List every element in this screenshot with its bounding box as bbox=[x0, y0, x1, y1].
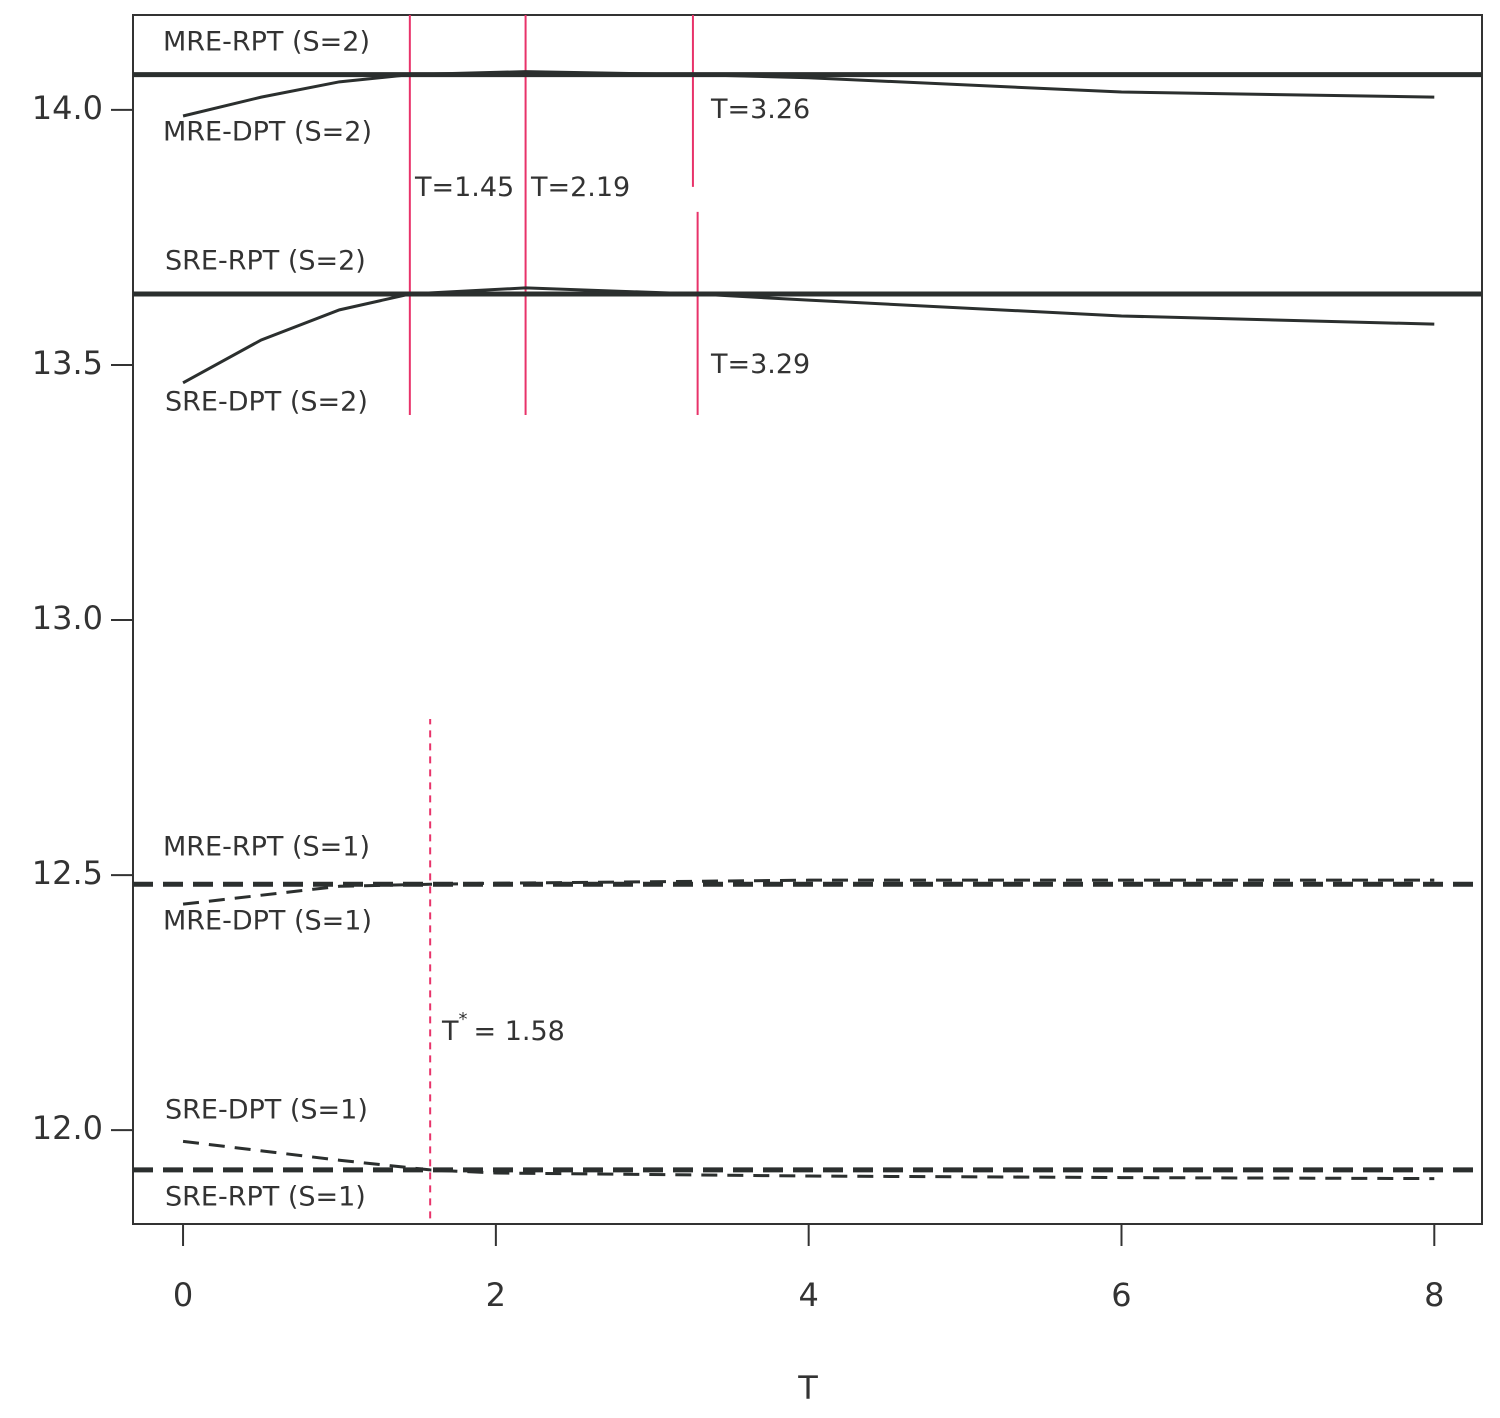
line-label: SRE-RPT (S=2) bbox=[165, 246, 366, 277]
reference-label: T=3.29 bbox=[710, 349, 810, 380]
label-text: T bbox=[441, 1016, 459, 1047]
line-label: MRE-RPT (S=2) bbox=[163, 27, 370, 58]
line-label: SRE-RPT (S=1) bbox=[165, 1182, 366, 1213]
y-tick-label: 14.0 bbox=[32, 89, 103, 127]
y-tick-label: 13.5 bbox=[32, 344, 103, 382]
x-axis-label: T bbox=[797, 1369, 818, 1407]
y-tick-label: 13.0 bbox=[32, 599, 103, 637]
line-label: MRE-DPT (S=2) bbox=[163, 117, 372, 148]
reference-label: T* = 1.58 bbox=[441, 1009, 565, 1047]
dpt-curve bbox=[182, 878, 1435, 906]
x-tick-label: 0 bbox=[173, 1276, 193, 1314]
label-text: T=3.29 bbox=[710, 349, 810, 380]
dpt-curve bbox=[182, 286, 1435, 385]
line-label: MRE-DPT (S=1) bbox=[163, 906, 372, 937]
x-tick-label: 6 bbox=[1111, 1276, 1131, 1314]
label-text: = 1.58 bbox=[474, 1016, 565, 1047]
label-text: T=1.45 bbox=[414, 172, 514, 203]
y-tick-label: 12.0 bbox=[32, 1109, 103, 1147]
dpt-curve bbox=[182, 1139, 1435, 1181]
x-tick-label: 4 bbox=[798, 1276, 818, 1314]
label-text: T=3.26 bbox=[710, 94, 810, 125]
dpt-curve bbox=[182, 70, 1435, 118]
line-label: MRE-RPT (S=1) bbox=[163, 832, 370, 863]
x-tick-label: 8 bbox=[1424, 1276, 1444, 1314]
label-superscript: * bbox=[459, 1009, 468, 1030]
line-label: SRE-DPT (S=2) bbox=[165, 387, 368, 418]
x-tick-label: 2 bbox=[486, 1276, 506, 1314]
reference-label: T=3.26 bbox=[710, 94, 810, 125]
plot-frame bbox=[132, 14, 1483, 1225]
y-tick-label: 12.5 bbox=[32, 854, 103, 892]
label-text: T=2.19 bbox=[530, 172, 630, 203]
reference-label: T=2.19 bbox=[530, 172, 630, 203]
reference-label: T=1.45 bbox=[414, 172, 514, 203]
line-label: SRE-DPT (S=1) bbox=[165, 1095, 368, 1126]
